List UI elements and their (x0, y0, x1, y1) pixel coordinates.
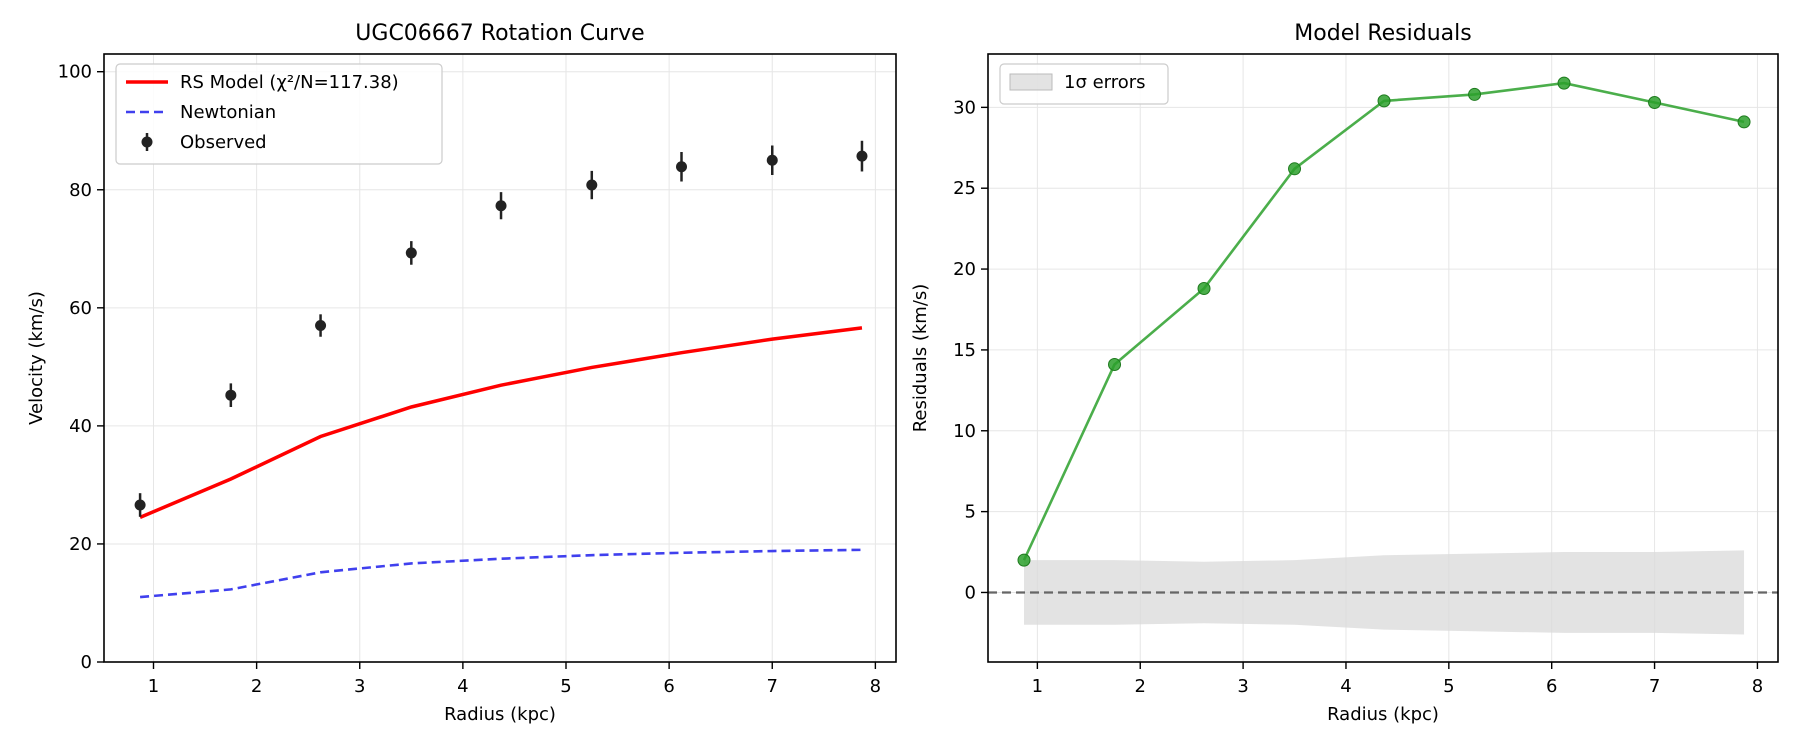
residual-point (1288, 162, 1302, 176)
chart-title: UGC06667 Rotation Curve (355, 21, 644, 46)
axes-frame (103, 53, 897, 663)
residual-point (1108, 357, 1122, 371)
x-tick-label: 3 (354, 676, 365, 697)
legend: 1σ errors (999, 63, 1169, 105)
y-tick-label: 80 (69, 180, 92, 201)
y-tick-label: 0 (81, 652, 92, 673)
x-tick-label: 8 (870, 676, 881, 697)
series-line (139, 326, 863, 519)
legend-label: RS Model (χ²/N=117.38) (180, 72, 399, 93)
x-tick-label: 5 (560, 676, 571, 697)
x-tick-label: 7 (767, 676, 778, 697)
residual-point (1377, 94, 1391, 108)
observed-point (676, 161, 687, 173)
y-tick-label: 20 (69, 534, 92, 555)
x-tick-label: 4 (1340, 676, 1351, 697)
x-tick-label: 5 (1443, 676, 1454, 697)
x-tick-label: 3 (1237, 676, 1248, 697)
residual-point (1197, 281, 1211, 295)
residual-point (1648, 96, 1662, 110)
x-tick-label: 6 (663, 676, 674, 697)
y-axis-label: Residuals (km/s) (910, 284, 931, 433)
x-tick-label: 2 (251, 676, 262, 697)
x-tick-label: 1 (1032, 676, 1043, 697)
y-tick-label: 20 (953, 259, 976, 280)
y-tick-label: 25 (953, 178, 976, 199)
y-tick-label: 15 (953, 340, 976, 361)
y-tick-label: 10 (953, 421, 976, 442)
observed-point (586, 179, 598, 191)
legend-label: Observed (180, 132, 267, 153)
legend-swatch-marker (141, 136, 153, 148)
chart-title: Model Residuals (1294, 21, 1471, 46)
x-tick-label: 4 (457, 676, 468, 697)
y-tick-label: 100 (58, 62, 92, 83)
x-tick-label: 7 (1649, 676, 1660, 697)
residual-point (1468, 87, 1482, 101)
series-line (139, 548, 862, 599)
x-tick-label: 2 (1135, 676, 1146, 697)
observed-point (495, 200, 507, 212)
axes-frame (987, 53, 1779, 663)
legend: RS Model (χ²/N=117.38) Newtonian Observed (115, 63, 443, 165)
y-axis-label: Velocity (km/s) (26, 291, 47, 425)
observed-point (134, 499, 146, 511)
y-tick-label: 5 (965, 502, 976, 523)
y-tick-label: 0 (965, 582, 976, 603)
legend-swatch (1009, 73, 1053, 91)
observed-point (315, 320, 327, 332)
residual-point (1737, 115, 1751, 129)
x-axis-label: Radius (kpc) (1327, 704, 1439, 725)
observed-point (766, 154, 778, 166)
y-tick-label: 60 (69, 298, 92, 319)
legend-label: 1σ errors (1064, 72, 1146, 93)
residual-point (1017, 553, 1031, 567)
y-tick-label: 40 (69, 416, 92, 437)
observed-point (856, 150, 868, 162)
y-tick-label: 30 (953, 97, 976, 118)
observed-point (225, 389, 237, 401)
observed-point (405, 247, 417, 259)
x-tick-label: 6 (1546, 676, 1557, 697)
x-tick-label: 8 (1752, 676, 1763, 697)
residual-point (1557, 76, 1571, 90)
x-tick-label: 1 (148, 676, 159, 697)
legend-label: Newtonian (180, 102, 276, 123)
x-axis-label: Radius (kpc) (444, 704, 556, 725)
legend-box (115, 63, 443, 165)
right-panel: 1 2 3 4 5 6 7 8 0 5 10 15 20 25 30 Model Residuals Radiu… (910, 21, 1779, 725)
